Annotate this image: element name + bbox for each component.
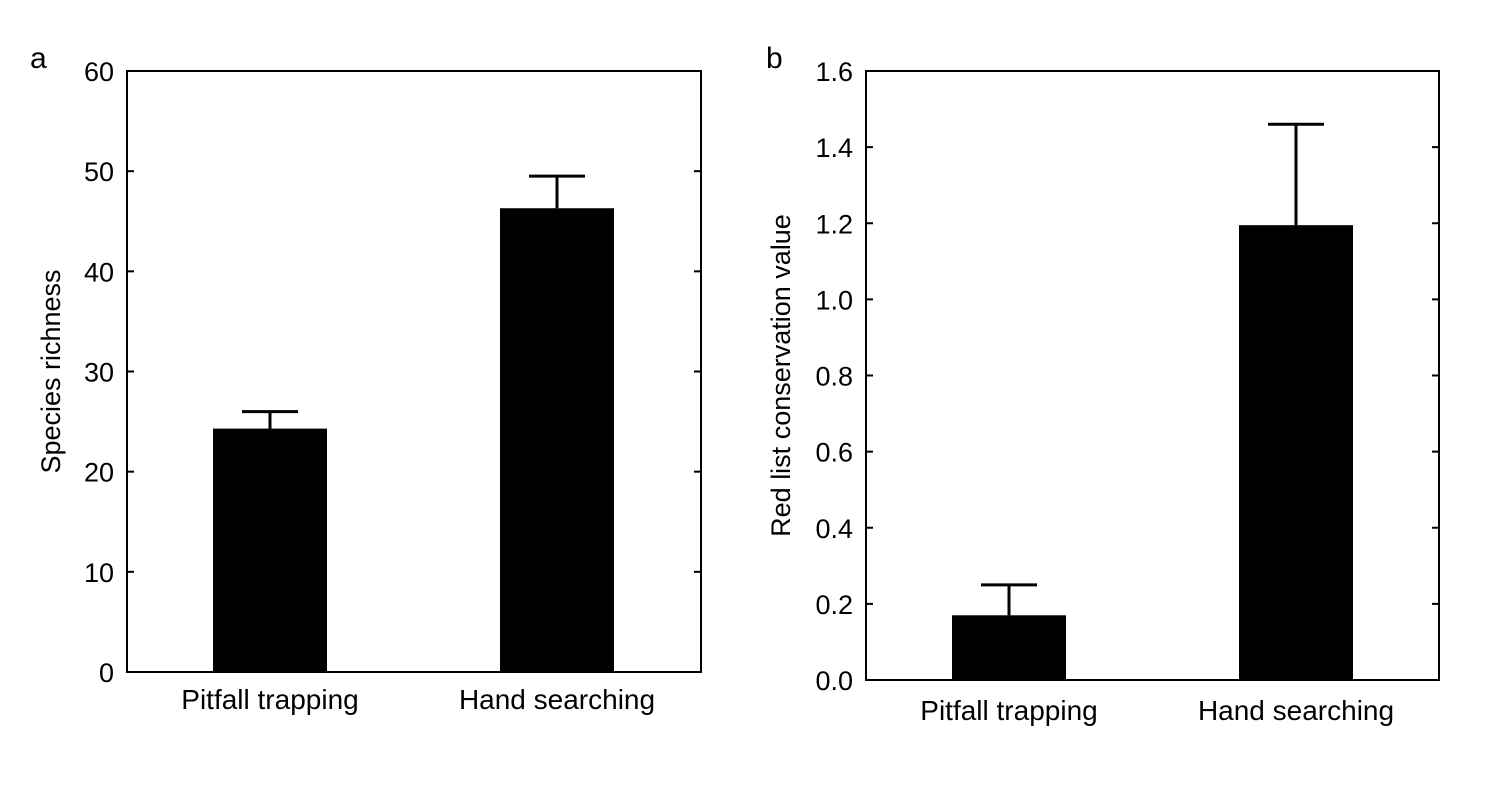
panel-b: b 0.0 0.2 0.4 0.6 0.8 1.0 1.2 1.4 1.6 Pitfall tra… xyxy=(766,42,1440,726)
y-tick-label: 50 xyxy=(84,157,114,187)
y-tick-label: 0 xyxy=(99,658,114,688)
y-tick-label: 1.2 xyxy=(815,209,853,239)
y-tick-label: 0.2 xyxy=(815,590,853,620)
panel-a: a 0 10 20 30 40 50 60 Pitfall trapping Hand sear… xyxy=(30,42,702,715)
y-tick-label: 0.6 xyxy=(815,438,853,468)
y-tick-label: 0.0 xyxy=(815,666,853,696)
bar-1 xyxy=(1239,225,1353,680)
y-tick-label: 0.4 xyxy=(815,514,853,544)
bar-0 xyxy=(952,615,1066,680)
category-label: Pitfall trapping xyxy=(920,695,1097,726)
y-tick-label: 20 xyxy=(84,458,114,488)
y-tick-label: 1.6 xyxy=(815,57,853,87)
y-tick-label: 30 xyxy=(84,358,114,388)
y-axis-title: Red list conservation value xyxy=(766,214,796,537)
y-tick-label: 10 xyxy=(84,558,114,588)
bar-1 xyxy=(500,208,614,672)
category-label: Hand searching xyxy=(1198,695,1394,726)
plot-frame xyxy=(865,70,1440,681)
y-axis-title: Species richness xyxy=(36,269,66,473)
y-tick-label: 40 xyxy=(84,257,114,287)
y-tick-label: 1.4 xyxy=(815,133,853,163)
panel-b-letter: b xyxy=(766,42,783,75)
y-tick-label: 1.0 xyxy=(815,285,853,315)
bar-0 xyxy=(213,428,327,672)
panel-a-letter: a xyxy=(30,42,47,75)
y-tick-label: 60 xyxy=(84,57,114,87)
category-label: Hand searching xyxy=(459,684,655,715)
category-label: Pitfall trapping xyxy=(181,684,358,715)
y-tick-label: 0.8 xyxy=(815,362,853,392)
